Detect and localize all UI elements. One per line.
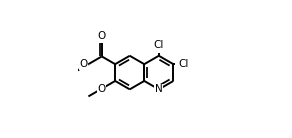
Text: O: O — [98, 84, 106, 94]
Text: O: O — [79, 59, 88, 69]
Text: Cl: Cl — [154, 40, 164, 51]
Text: N: N — [155, 84, 163, 94]
Text: Cl: Cl — [179, 59, 189, 69]
Text: O: O — [98, 31, 106, 41]
